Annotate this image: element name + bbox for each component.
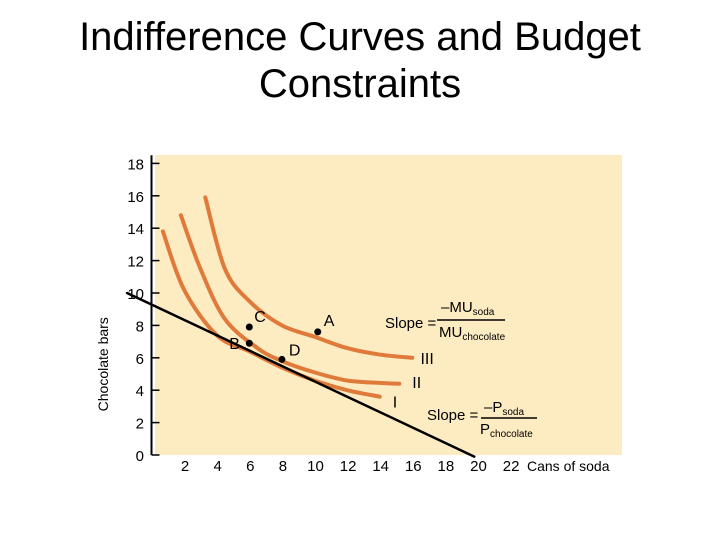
x-axis-label: Cans of soda [527, 458, 610, 474]
y-tick-label: 14 [127, 221, 144, 238]
x-tick-label: 22 [503, 458, 520, 475]
point-label-B: B [229, 336, 240, 353]
x-tick-label: 14 [372, 458, 389, 475]
point-label-C: C [254, 309, 266, 326]
budget-line [125, 291, 476, 458]
x-tick-label: 2 [181, 458, 189, 475]
y-tick-label: 2 [136, 416, 144, 433]
x-tick-label: 6 [246, 458, 254, 475]
point-label-A: A [324, 313, 335, 330]
slope-mu-numerator-sub: soda [473, 307, 495, 318]
slide-title: Indifference Curves and Budget Constrain… [0, 14, 720, 108]
point-group: A BC D [229, 309, 335, 363]
point-B [245, 339, 253, 347]
slope-p-denominator: Pchocolate [480, 421, 533, 440]
slope-p-denominator-sub: chocolate [490, 429, 533, 440]
x-tick-label: 8 [279, 458, 287, 475]
slope-mu-denominator-sub: chocolate [462, 332, 505, 343]
title-line-1: Indifference Curves and Budget [79, 15, 641, 59]
x-tick-label: 12 [340, 458, 357, 475]
indifference-curve-III [203, 195, 415, 360]
x-tick-label: 10 [307, 458, 324, 475]
slope-mu-denominator: MUchocolate [439, 324, 506, 343]
slope-p-prefix: Slope = [427, 407, 479, 424]
slope-p-numerator-sub: soda [502, 407, 524, 418]
y-axis-label: Chocolate bars [95, 317, 111, 411]
slope-p-denominator-main: P [480, 421, 490, 438]
slope-p-annotation: Slope = –Psoda Pchocolate [427, 399, 537, 440]
slope-mu-prefix: Slope = [385, 315, 437, 332]
y-tick-label: 16 [127, 189, 144, 206]
x-axis-ticks: 2 4 6 8 10 12 14 16 18 20 22 [181, 458, 520, 475]
x-tick-label: 16 [405, 458, 422, 475]
curve-label-I: I [393, 395, 397, 412]
point-label-D: D [289, 342, 301, 359]
title-line-2: Constraints [258, 62, 462, 106]
slope-p-numerator-main: –P [484, 399, 502, 416]
slope-mu-numerator: –MUsoda [441, 299, 495, 318]
y-tick-label: 12 [127, 254, 144, 271]
plot-background [155, 155, 622, 455]
point-C [245, 323, 253, 331]
slope-mu-numerator-main: –MU [441, 299, 473, 316]
y-tick-label: 0 [136, 448, 144, 465]
x-tick-label: 20 [470, 458, 487, 475]
x-tick-label: 4 [214, 458, 222, 475]
y-tick-label: 6 [136, 351, 144, 368]
point-A [314, 328, 322, 336]
curve-label-III: III [420, 351, 433, 368]
point-D [278, 355, 286, 363]
slope-mu-annotation: Slope = –MUsoda MUchocolate [385, 299, 506, 343]
x-tick-label: 18 [438, 458, 455, 475]
slope-mu-denominator-main: MU [439, 324, 462, 341]
curve-label-II: II [412, 375, 421, 392]
y-tick-label: 4 [136, 383, 144, 400]
y-tick-label: 18 [127, 156, 144, 173]
y-tick-label: 8 [136, 318, 144, 335]
slope-p-numerator: –Psoda [484, 399, 524, 418]
